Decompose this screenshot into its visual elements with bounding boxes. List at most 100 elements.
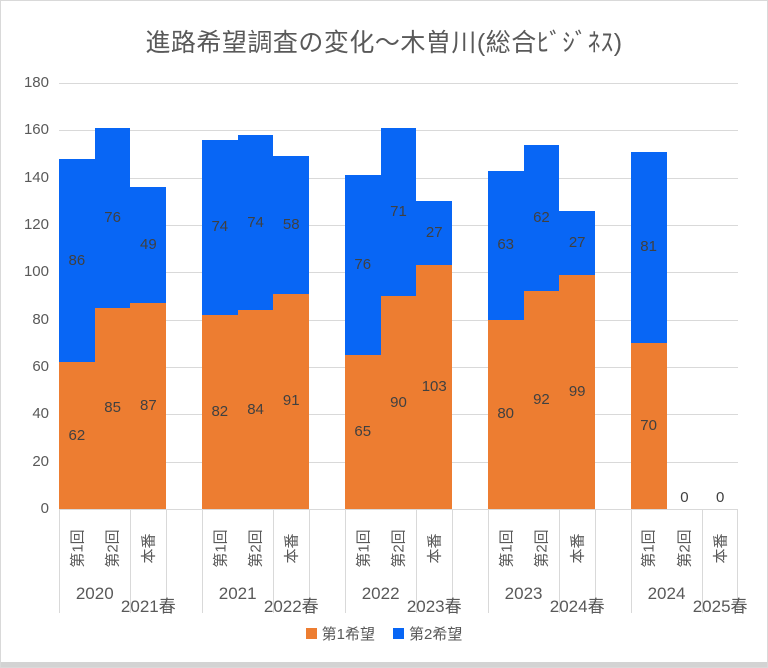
round-label: 本番 — [416, 512, 452, 584]
data-label: 86 — [68, 251, 86, 269]
data-label: 90 — [390, 393, 407, 411]
data-label: 76 — [104, 208, 121, 226]
result-year-label: 2023春 — [406, 597, 462, 616]
data-label: 62 — [68, 426, 86, 444]
data-label: 27 — [568, 233, 586, 251]
y-axis-tick-label: 20 — [32, 452, 49, 470]
bar-segment-second-choice[interactable] — [487, 170, 524, 320]
first-choice-swatch-icon — [305, 628, 317, 639]
category-tick-line — [309, 510, 311, 613]
bar-segment-second-choice[interactable] — [94, 127, 131, 308]
bar-segment-second-choice[interactable] — [380, 127, 417, 296]
y-axis-tick-label: 100 — [23, 263, 49, 281]
bar-segment-first-choice[interactable] — [237, 310, 274, 509]
round-label: 第1回 — [631, 512, 667, 584]
bar-segment-first-choice[interactable] — [487, 319, 524, 509]
round-label-text: 本番 — [569, 532, 587, 564]
plot-area: 62 86 85 76 87 49 82 74 84 74 91 58 65 76 90 71 103 27 80 6… — [59, 83, 738, 510]
y-axis-tick-label: 40 — [32, 405, 49, 423]
bar-segment-second-choice[interactable] — [130, 187, 167, 304]
data-label: 74 — [247, 213, 264, 231]
bar-segment-first-choice[interactable] — [273, 293, 310, 509]
result-year-label: 2025春 — [692, 597, 748, 616]
category-tick-line — [595, 510, 597, 613]
data-label: 81 — [640, 238, 657, 256]
bar-segment-second-choice[interactable] — [237, 135, 274, 311]
round-label: 第1回 — [345, 512, 381, 584]
result-year-label: 2021春 — [120, 597, 176, 616]
category-tick-line — [344, 510, 346, 613]
round-label: 第2回 — [667, 512, 703, 584]
round-label: 本番 — [273, 512, 309, 584]
round-label-text: 第1回 — [69, 528, 87, 568]
data-label: 92 — [533, 391, 550, 409]
round-label-text: 本番 — [140, 532, 158, 564]
legend-item-first-choice[interactable]: 第1希望 — [305, 623, 375, 644]
bar-segment-first-choice[interactable] — [559, 274, 596, 509]
y-axis-tick-label: 0 — [40, 500, 49, 517]
category-tick-line — [737, 510, 738, 613]
data-label: 27 — [425, 224, 443, 242]
data-label: 82 — [211, 402, 229, 420]
category-tick-line — [166, 510, 168, 613]
result-year-label: 2022春 — [263, 597, 319, 616]
category-tick-line — [130, 510, 132, 613]
round-label-text: 第1回 — [212, 528, 230, 568]
bar-segment-first-choice[interactable] — [94, 307, 131, 509]
round-label: 本番 — [559, 512, 595, 584]
category-tick-line — [201, 510, 203, 613]
round-label-text: 第2回 — [248, 528, 266, 568]
bar-segment-first-choice[interactable] — [130, 303, 167, 509]
data-label: 58 — [282, 216, 300, 233]
y-axis-tick-label: 180 — [23, 74, 49, 91]
legend: 第1希望 第2希望 — [1, 623, 767, 644]
survey-year-label: 2020 — [75, 584, 114, 603]
round-label-text: 本番 — [712, 532, 730, 564]
data-label: 0 — [715, 489, 725, 506]
bar-segment-second-choice[interactable] — [273, 156, 310, 294]
data-label: 74 — [211, 218, 229, 236]
bar-segment-first-choice[interactable] — [344, 355, 381, 509]
survey-year-label: 2023 — [504, 584, 543, 603]
bar-segment-second-choice[interactable] — [630, 151, 667, 344]
round-label: 本番 — [702, 512, 738, 584]
bar-segment-second-choice[interactable] — [416, 201, 453, 266]
bar-segment-second-choice[interactable] — [201, 139, 238, 315]
bar-segment-first-choice[interactable] — [201, 314, 238, 509]
bar-segment-first-choice[interactable] — [523, 291, 560, 509]
y-axis-tick-label: 80 — [32, 310, 49, 328]
category-tick-line — [630, 510, 632, 613]
round-label-text: 第2回 — [105, 528, 123, 568]
bar-segment-second-choice[interactable] — [523, 144, 560, 292]
round-label: 第2回 — [524, 512, 560, 584]
round-label: 第1回 — [59, 512, 95, 584]
legend-item-second-choice[interactable]: 第2希望 — [393, 623, 462, 644]
legend-label-second-choice: 第2希望 — [409, 626, 463, 643]
bar-segment-first-choice[interactable] — [380, 296, 417, 509]
data-label: 0 — [680, 489, 689, 506]
bar-segment-second-choice[interactable] — [344, 175, 381, 356]
round-label-text: 第2回 — [391, 528, 408, 568]
bar-segment-first-choice[interactable] — [416, 265, 453, 509]
round-label-text: 本番 — [283, 532, 301, 564]
round-label: 第1回 — [488, 512, 524, 584]
gridline — [59, 83, 738, 84]
y-axis-tick-label: 140 — [23, 168, 49, 186]
y-axis-tick-label: 160 — [23, 121, 49, 139]
category-tick-line — [59, 510, 60, 613]
survey-year-label: 2024 — [647, 584, 686, 603]
round-label: 第2回 — [95, 512, 131, 584]
round-label-text: 第1回 — [355, 528, 373, 568]
bar-segment-first-choice[interactable] — [59, 362, 95, 509]
data-label: 70 — [640, 417, 657, 435]
y-axis-tick-label: 120 — [23, 216, 49, 233]
category-tick-line — [487, 510, 489, 613]
bar-segment-second-choice[interactable] — [559, 210, 596, 275]
category-tick-line — [702, 510, 704, 613]
bar-segment-first-choice[interactable] — [630, 343, 667, 509]
round-label-text: 本番 — [426, 532, 444, 564]
data-label: 62 — [533, 208, 550, 226]
round-label: 第1回 — [202, 512, 238, 584]
bar-segment-second-choice[interactable] — [59, 158, 95, 363]
